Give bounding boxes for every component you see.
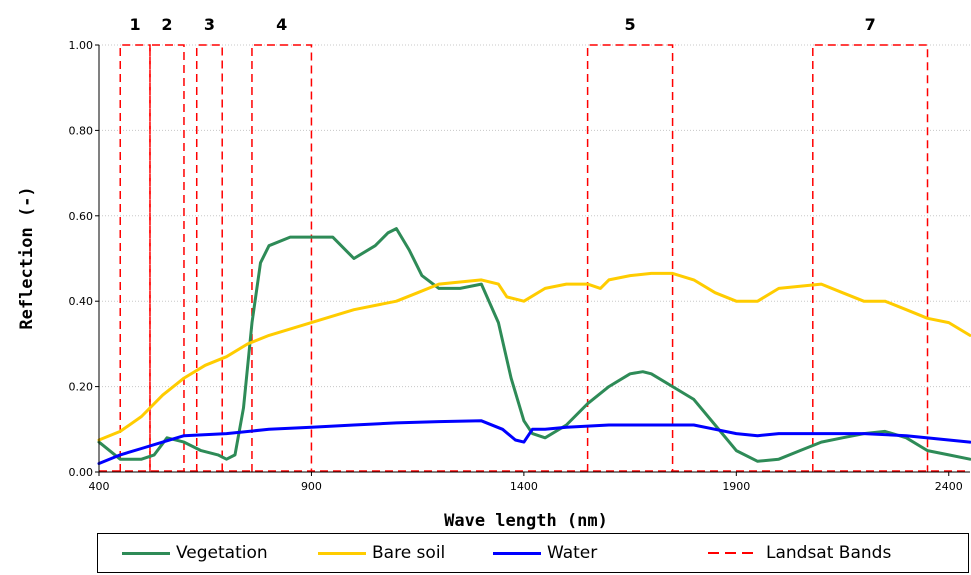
legend-swatch-water <box>493 551 541 555</box>
legend-swatch-landsat-bands <box>708 552 758 554</box>
y-tick-label: 0.80 <box>69 124 94 137</box>
band-label-3: 3 <box>204 15 215 34</box>
band-label-5: 5 <box>625 15 636 34</box>
series-line-water <box>97 419 971 465</box>
legend: Vegetation Bare soil Water Landsat Bands <box>97 533 969 573</box>
legend-label-vegetation: Vegetation <box>176 543 268 563</box>
landsat-band-4 <box>251 44 313 472</box>
y-tick-label: 0.00 <box>69 466 94 479</box>
x-axis-title: Wave length (nm) <box>444 511 608 531</box>
band-label-4: 4 <box>276 15 287 34</box>
band-label-7: 7 <box>865 15 876 34</box>
legend-item-vegetation: Vegetation <box>122 542 268 564</box>
x-tick-label: 2400 <box>935 480 963 493</box>
x-tick-label: 1900 <box>722 480 750 493</box>
x-tick-label: 1400 <box>510 480 538 493</box>
band-label-1: 1 <box>130 15 141 34</box>
landsat-band-7 <box>812 44 929 472</box>
y-tick-label: 0.60 <box>69 210 94 223</box>
y-tick-label: 0.40 <box>69 295 94 308</box>
series-line-vegetation <box>97 227 971 463</box>
series-lines <box>97 227 971 465</box>
series-line-bare-soil <box>97 271 971 442</box>
x-tick-label: 400 <box>89 480 110 493</box>
legend-swatch-vegetation <box>122 551 170 555</box>
legend-item-water: Water <box>493 542 597 564</box>
y-axis-title: Reflection (-) <box>17 186 37 329</box>
y-tick-label: 1.00 <box>69 39 94 52</box>
landsat-band-2 <box>149 44 185 472</box>
grid <box>99 44 970 388</box>
band-label-2: 2 <box>161 15 172 34</box>
landsat-band-boxes: 1 2 3 4 5 7 <box>99 15 970 472</box>
tick-labels: 0.00 0.20 0.40 0.60 0.80 1.00 400 900 1400 1900 24… <box>69 39 963 493</box>
legend-item-landsat-bands: Landsat Bands <box>706 542 891 564</box>
x-tick-label: 900 <box>301 480 322 493</box>
legend-swatch-bare-soil <box>318 551 366 555</box>
axes <box>95 44 970 476</box>
legend-label-bare-soil: Bare soil <box>372 543 446 563</box>
landsat-band-1 <box>119 44 151 472</box>
legend-label-water: Water <box>547 543 598 563</box>
legend-item-bare-soil: Bare soil <box>318 542 445 564</box>
landsat-band-3 <box>195 44 223 472</box>
legend-label-landsat-bands: Landsat Bands <box>766 543 892 563</box>
landsat-band-5 <box>586 44 674 472</box>
y-tick-label: 0.20 <box>69 381 94 394</box>
reflectance-chart: 1 2 3 4 5 7 0.00 0.20 0.40 0.60 0.80 1.00 400 900 140… <box>17 15 971 531</box>
